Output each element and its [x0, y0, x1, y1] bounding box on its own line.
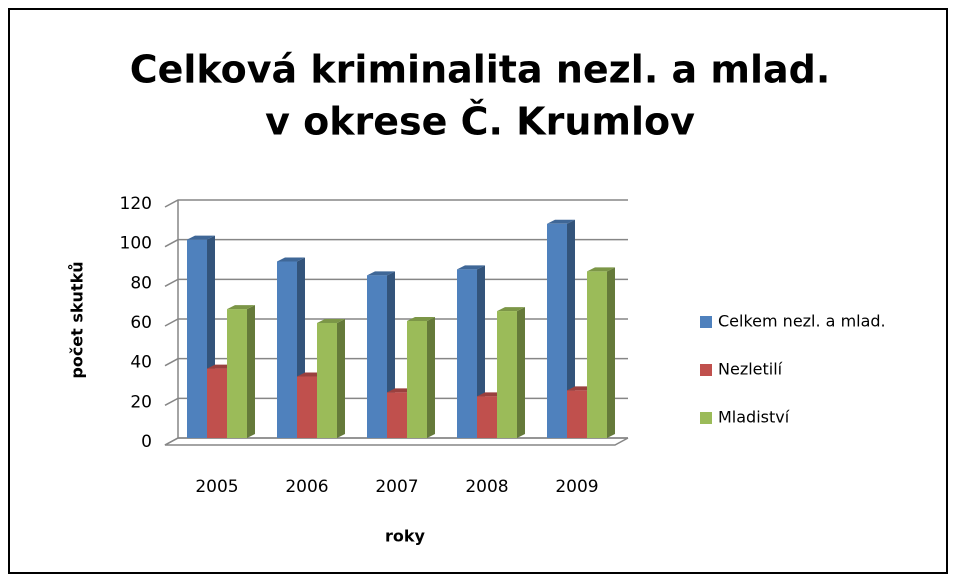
- bar-top: [407, 316, 435, 321]
- bar-side: [517, 307, 525, 438]
- x-tick-label: 2006: [285, 477, 328, 497]
- y-tick-label: 80: [130, 273, 152, 293]
- x-tick-label: 2009: [555, 477, 598, 497]
- bar: [367, 275, 387, 438]
- bar-top: [227, 305, 255, 310]
- bar-side: [567, 219, 575, 438]
- x-tick-label: 2005: [195, 477, 238, 497]
- bar: [497, 311, 517, 438]
- bar: [297, 376, 317, 438]
- bar-top: [587, 267, 615, 272]
- legend-swatch: [700, 364, 712, 376]
- grid-line: [164, 238, 628, 248]
- bar: [317, 322, 337, 438]
- bar-side: [337, 318, 345, 438]
- y-tick-label: 40: [130, 353, 152, 373]
- bar-top: [497, 307, 525, 312]
- bar-top: [547, 219, 575, 224]
- y-tick-label: 60: [130, 313, 152, 333]
- y-tick-label: 20: [130, 392, 152, 412]
- legend-label: Mladiství: [718, 408, 790, 427]
- chart-title: Celková kriminalita nezl. a mlad.: [130, 48, 831, 92]
- y-tick-label: 120: [120, 194, 152, 214]
- legend-swatch: [700, 316, 712, 328]
- bar-top: [277, 257, 305, 262]
- bar-top: [187, 235, 215, 240]
- chart-title: v okrese Č. Krumlov: [265, 100, 695, 144]
- y-axis-title: počet skutků: [68, 261, 87, 378]
- x-tick-label: 2008: [465, 477, 508, 497]
- bar-top: [317, 318, 345, 323]
- bar-top: [367, 271, 395, 276]
- bar-side: [247, 305, 255, 438]
- x-axis-title: roky: [385, 527, 426, 546]
- bar: [477, 396, 497, 438]
- bar-top: [457, 265, 485, 270]
- bar: [587, 271, 607, 438]
- legend-swatch: [700, 412, 712, 424]
- bar: [387, 392, 407, 438]
- x-tick-label: 2007: [375, 477, 418, 497]
- bar: [457, 269, 477, 438]
- bar-side: [607, 267, 615, 438]
- bar: [407, 320, 427, 438]
- legend-label: Nezletilí: [718, 360, 783, 379]
- grid-line: [164, 199, 628, 208]
- bar: [547, 223, 567, 438]
- bar: [277, 261, 297, 438]
- bar: [567, 390, 587, 438]
- y-tick-label: 100: [120, 234, 152, 254]
- bar: [187, 239, 207, 438]
- y-tick-label: 0: [141, 432, 152, 452]
- bar-side: [427, 316, 435, 438]
- bar: [207, 368, 227, 438]
- bar: [227, 309, 247, 438]
- legend-label: Celkem nezl. a mlad.: [718, 312, 886, 331]
